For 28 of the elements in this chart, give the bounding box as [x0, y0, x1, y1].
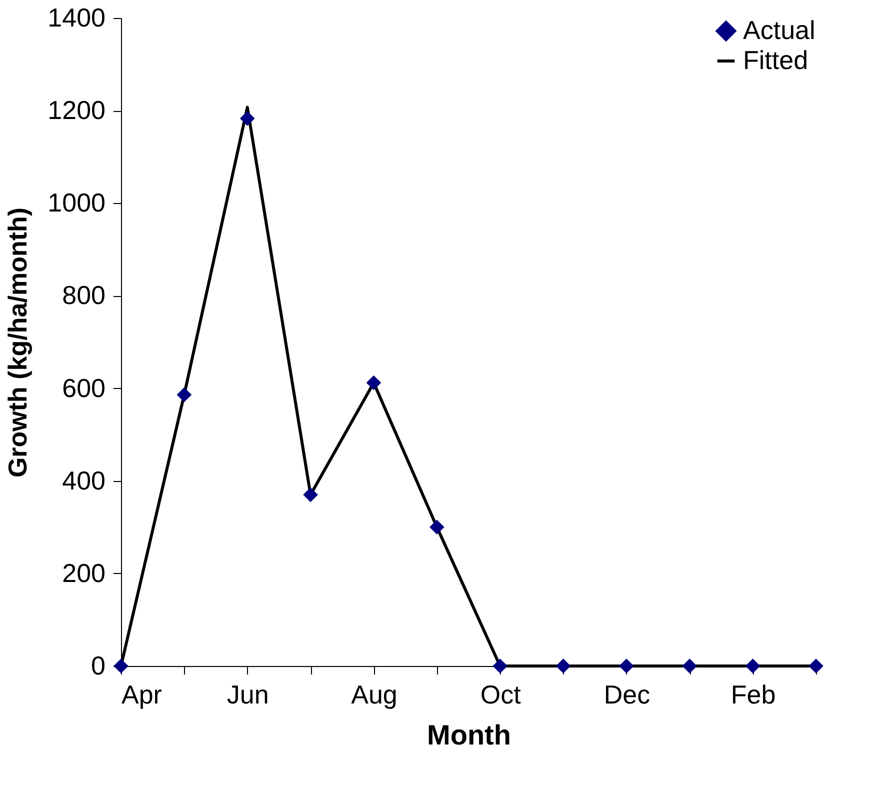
point: [682, 658, 698, 674]
point: [745, 658, 760, 674]
y-tick-label: 800: [62, 280, 106, 310]
point: [492, 658, 508, 674]
y-axis-title: Growth (kg/ha/month): [2, 207, 33, 478]
y-tick-label: 200: [62, 558, 106, 588]
y-tick-label: 1200: [48, 95, 106, 126]
y-tick-label: 600: [62, 372, 106, 403]
point: [619, 658, 634, 674]
x-tick-label: Apr: [122, 680, 162, 710]
x-tick-label: Dec: [604, 680, 650, 710]
x-axis-title: Month: [427, 720, 511, 750]
point: [303, 487, 318, 502]
y-tick-label: 1000: [48, 188, 106, 218]
point: [429, 520, 444, 535]
legend-label: Fitted: [743, 45, 808, 75]
point: [366, 375, 382, 390]
legend-label: Actual: [743, 15, 816, 45]
x-tick-label: Feb: [730, 680, 776, 710]
x-tick-label: Oct: [480, 680, 522, 710]
y-tick-label: 1400: [48, 2, 106, 32]
y-tick-label: 400: [62, 465, 106, 496]
x-tick-label: Aug: [351, 680, 398, 710]
point: [176, 387, 192, 402]
point: [240, 111, 255, 126]
point: [556, 658, 571, 674]
y-tick-label: 0: [91, 650, 106, 680]
x-tick-label: Jun: [226, 680, 269, 710]
